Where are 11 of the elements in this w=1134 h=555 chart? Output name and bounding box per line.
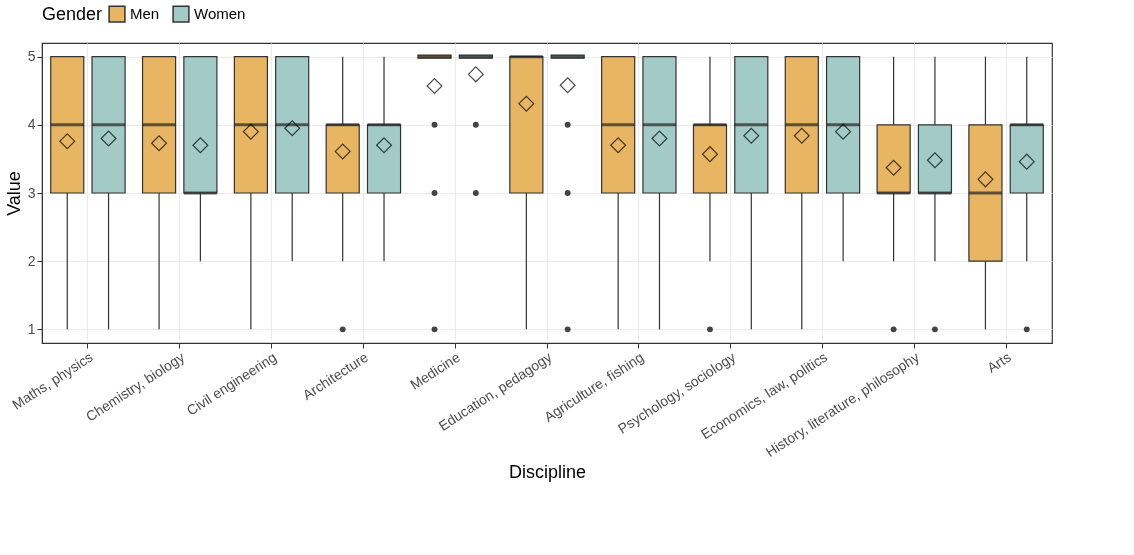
y-tick-label: 4 (27, 116, 36, 133)
x-tick-label: Arts (984, 348, 1014, 376)
legend-title: Gender (42, 4, 103, 24)
x-axis-title: Discipline (508, 462, 587, 482)
y-tick-label: 3 (27, 184, 36, 201)
legend-label: Women (194, 5, 246, 23)
y-tick-label: 1 (27, 320, 36, 337)
y-tick-label: 2 (27, 252, 36, 269)
y-axis-title: Value (3, 171, 24, 216)
y-tick-label: 5 (27, 48, 36, 65)
legend-label: Men (130, 5, 160, 23)
